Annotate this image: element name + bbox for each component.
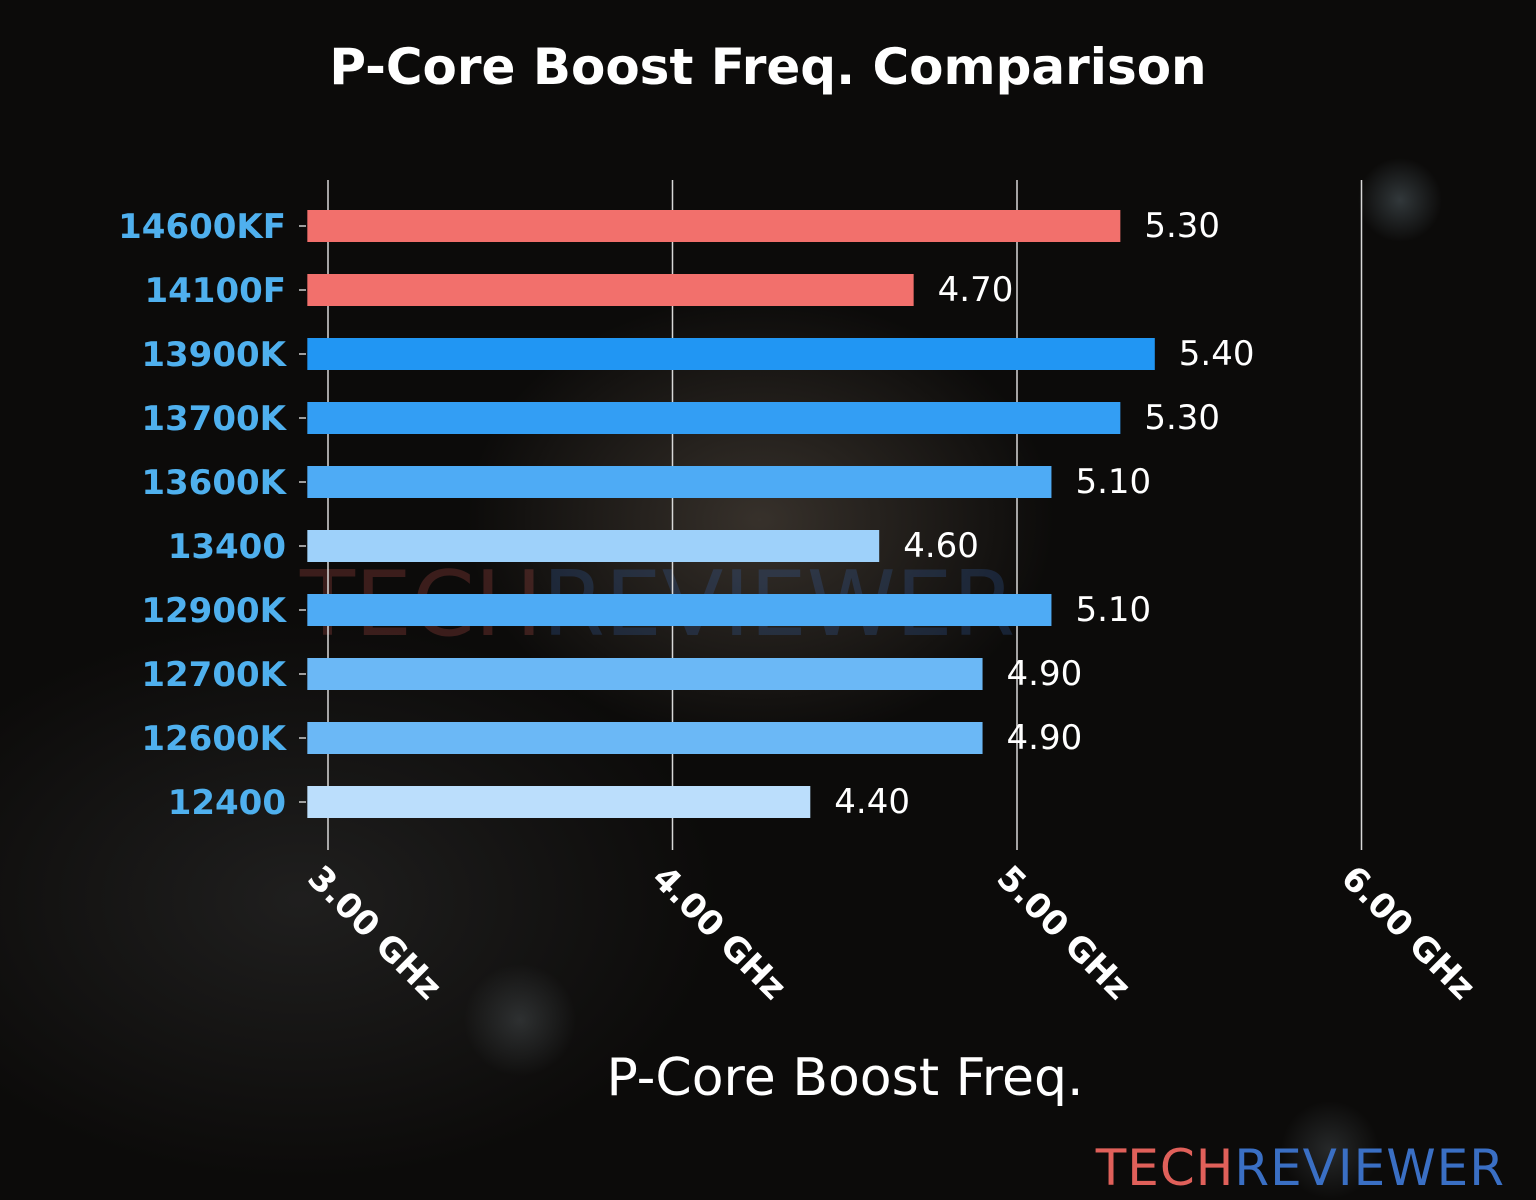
x-tick-label: 6.00 GHz <box>1333 858 1483 1008</box>
data-label: 4.40 <box>834 782 910 822</box>
y-tick-label: 14600KF <box>118 207 286 247</box>
bar-13700K <box>307 402 1121 434</box>
data-label: 4.90 <box>1007 654 1083 694</box>
watermark-logo: TECHREVIEWER <box>1095 1139 1505 1197</box>
bar-12600K <box>307 722 983 754</box>
x-tick-label: 3.00 GHz <box>300 858 450 1008</box>
data-label: 4.90 <box>1007 718 1083 758</box>
bar-13900K <box>307 338 1155 370</box>
y-tick-label: 12900K <box>141 591 287 631</box>
y-tick-label: 13900K <box>141 335 287 375</box>
bar-13600K <box>307 466 1052 498</box>
data-label: 4.60 <box>903 526 979 566</box>
y-tick-label: 12600K <box>141 719 287 759</box>
y-tick-label: 12700K <box>141 655 287 695</box>
x-tick-label: 4.00 GHz <box>644 858 794 1008</box>
y-tick-label: 13400 <box>168 527 286 567</box>
y-tick-label: 13700K <box>141 399 287 439</box>
data-label: 5.30 <box>1144 206 1220 246</box>
bar-13400 <box>307 530 880 562</box>
data-label: 4.70 <box>938 270 1014 310</box>
y-tick-label: 12400 <box>168 783 286 823</box>
chart-title: P-Core Boost Freq. Comparison <box>329 38 1206 96</box>
y-tick-label: 14100F <box>144 271 286 311</box>
data-label: 5.10 <box>1075 462 1151 502</box>
data-label: 5.40 <box>1179 334 1255 374</box>
bar-12900K <box>307 594 1052 626</box>
data-label: 5.30 <box>1144 398 1220 438</box>
data-label: 5.10 <box>1075 590 1151 630</box>
bar-12700K <box>307 658 983 690</box>
y-tick-label: 13600K <box>141 463 287 503</box>
x-tick-label: 5.00 GHz <box>989 858 1139 1008</box>
bar-14100F <box>307 274 914 306</box>
bar-14600KF <box>307 210 1121 242</box>
x-axis-label: P-Core Boost Freq. <box>606 1048 1083 1108</box>
bar-12400 <box>307 786 811 818</box>
